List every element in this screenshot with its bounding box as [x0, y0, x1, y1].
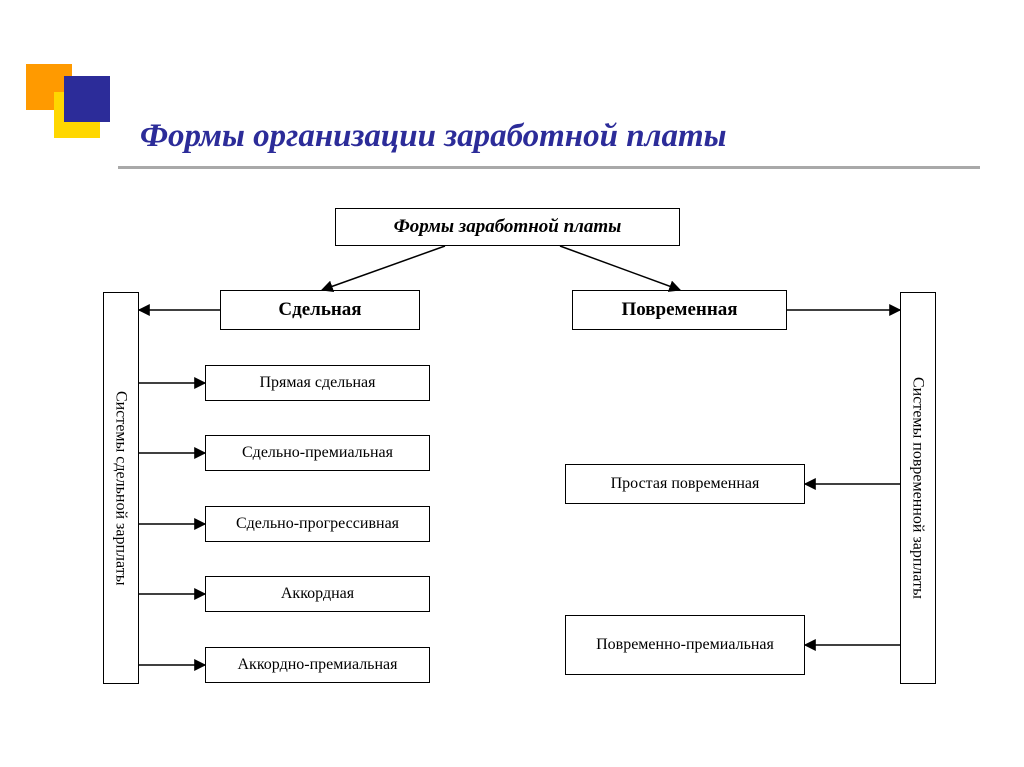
node-r1: Простая повременная — [565, 464, 805, 504]
node-l3: Сдельно-прогрессивная — [205, 506, 430, 542]
page-title: Формы организации заработной платы — [140, 118, 960, 155]
node-l4: Аккордная — [205, 576, 430, 612]
node-l1: Прямая сдельная — [205, 365, 430, 401]
logo-square-blue — [64, 76, 110, 122]
node-l2: Сдельно-премиальная — [205, 435, 430, 471]
arrows-layer — [0, 0, 1024, 767]
node-right_main: Повременная — [572, 290, 787, 330]
node-right_side: Системы повременной зарплаты — [900, 292, 936, 684]
node-l5: Аккордно-премиальная — [205, 647, 430, 683]
node-root: Формы заработной платы — [335, 208, 680, 246]
node-r2: Повременно-премиальная — [565, 615, 805, 675]
node-left_side: Системы сдельной зарплаты — [103, 292, 139, 684]
arrow — [322, 246, 445, 290]
node-left_main: Сдельная — [220, 290, 420, 330]
arrow — [560, 246, 680, 290]
title-underline — [118, 166, 980, 169]
